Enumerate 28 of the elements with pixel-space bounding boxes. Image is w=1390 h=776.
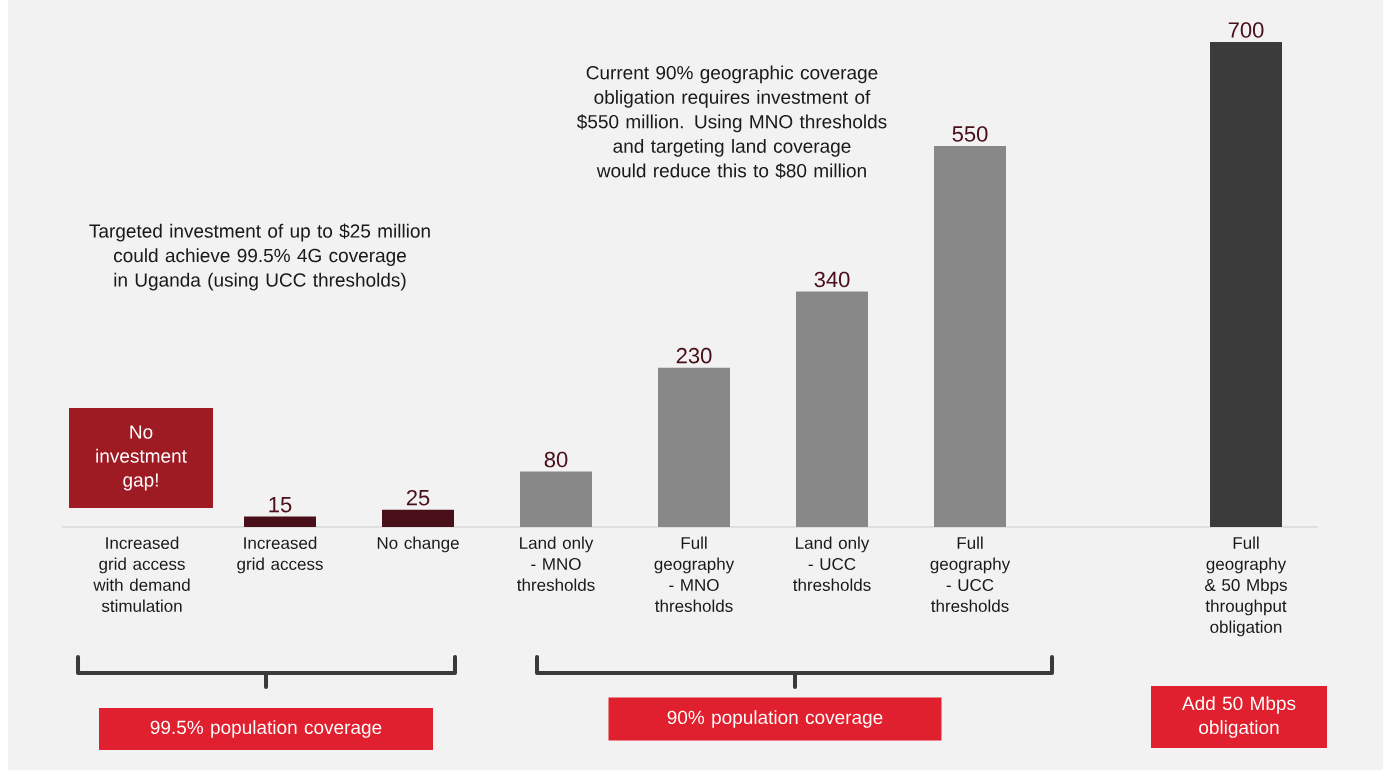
bar: [1210, 41, 1283, 527]
bar: [244, 516, 317, 527]
text: Add 50 Mbps obligation: [1182, 696, 1296, 738]
bar: [658, 367, 731, 527]
text: 90% population coverage: [667, 710, 883, 728]
bar: [520, 471, 593, 527]
data-label: 230: [676, 347, 712, 364]
x-tick-label: Full geography - UCC thresholds: [930, 536, 1011, 613]
x-tick-label: Increased grid access: [237, 536, 323, 574]
x-tick-label: Full geography - MNO thresholds: [654, 536, 735, 613]
x-tick-label: Land only - MNO thresholds: [517, 536, 595, 592]
bar: [796, 291, 869, 527]
x-tick-label: Increased grid access with demand stimulation: [93, 536, 190, 613]
annotation: Targeted investment of up to $25 million could achieve 99.5% 4G coverage in Uganda (using UCC thresholds): [89, 223, 430, 291]
data-label: 550: [952, 126, 988, 142]
data-label: 25: [406, 489, 430, 506]
x-tick-label: No change: [377, 536, 459, 553]
x-tick-label: Land only - UCC thresholds: [793, 536, 871, 592]
data-label: 340: [814, 271, 850, 288]
bar: [934, 145, 1007, 527]
annotation: Current 90% geographic coverage obligation requires investment of $550 million. Using MNO thresholds and targeting land coverage would reduce this to $80 million: [576, 65, 887, 179]
data-label: 700: [1228, 22, 1264, 38]
text: 99.5% population coverage: [150, 720, 382, 738]
data-label: 15: [269, 497, 292, 513]
annotation: No investment gap!: [96, 425, 187, 491]
bar: [382, 509, 455, 527]
x-tick-label: Full geography & 50 Mbps throughput obligation: [1205, 536, 1287, 637]
data-label: 80: [544, 451, 568, 468]
